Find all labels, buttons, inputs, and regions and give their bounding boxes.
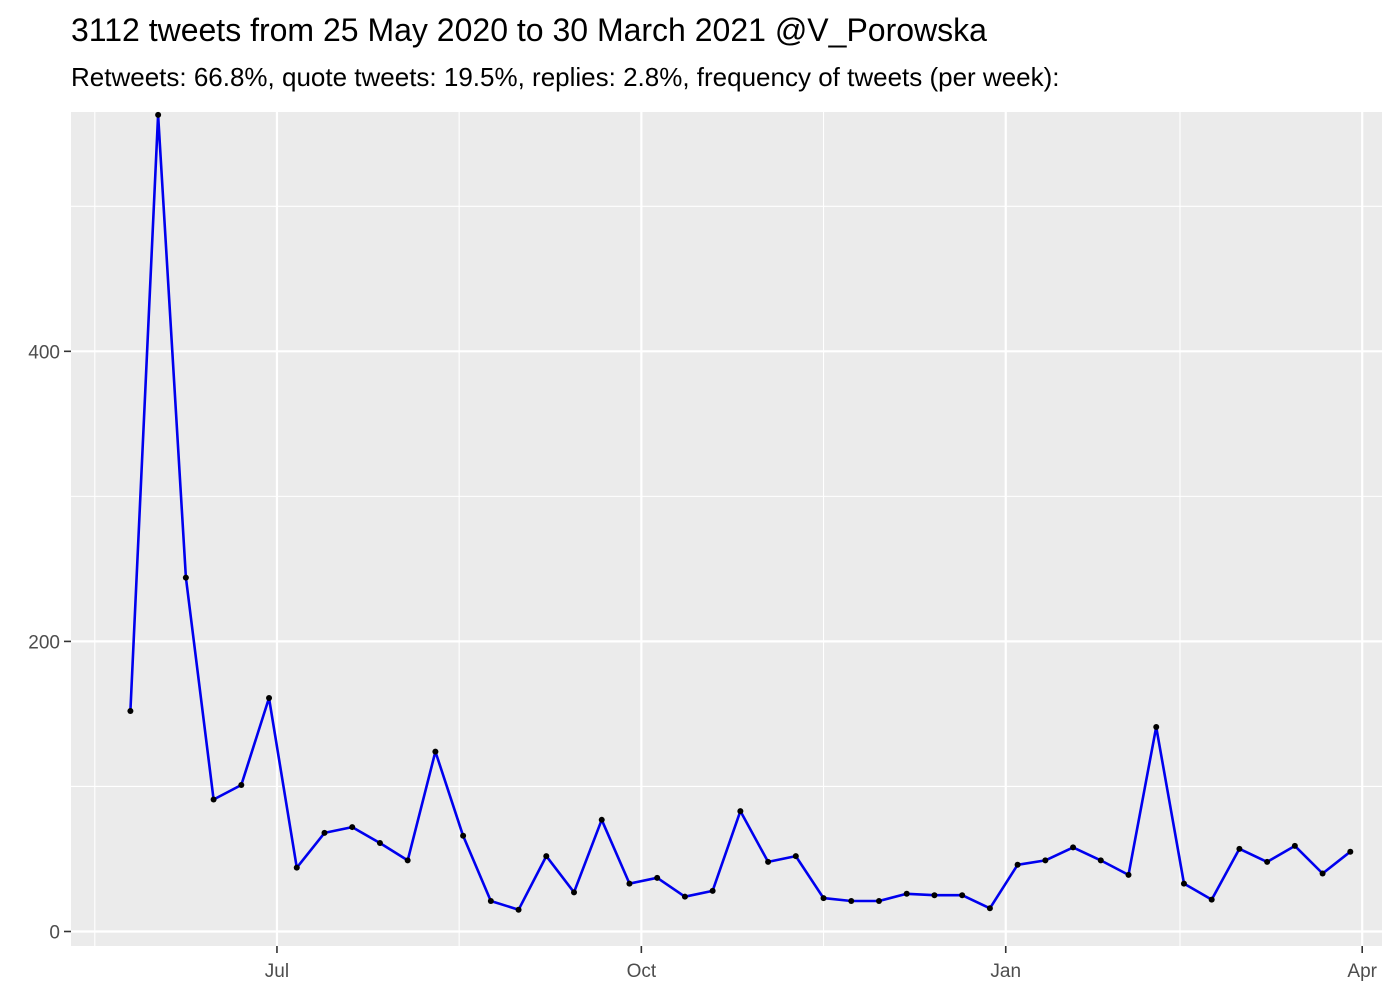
data-point <box>681 893 688 900</box>
data-point <box>709 887 716 894</box>
chart-subtitle: Retweets: 66.8%, quote tweets: 19.5%, re… <box>71 62 1060 92</box>
data-point <box>792 853 799 860</box>
data-point <box>598 816 605 823</box>
data-point <box>127 708 134 715</box>
data-point <box>737 808 744 815</box>
data-point <box>1014 861 1021 868</box>
data-point <box>1042 857 1049 864</box>
data-points <box>127 111 1354 913</box>
data-point <box>321 829 328 836</box>
data-point <box>571 889 578 896</box>
minor-gridlines <box>71 112 1382 946</box>
data-point <box>1125 871 1132 878</box>
x-tick-label: Jul <box>265 961 289 982</box>
data-point <box>1180 880 1187 887</box>
data-point <box>1097 857 1104 864</box>
x-axis: Jul Oct Jan Apr <box>265 946 1378 982</box>
y-tick-label: 400 <box>28 342 60 363</box>
data-point <box>376 840 383 847</box>
data-point <box>654 874 661 881</box>
data-point <box>487 898 494 905</box>
data-point <box>931 892 938 899</box>
data-point <box>210 796 217 803</box>
data-point <box>765 858 772 865</box>
data-point <box>1236 845 1243 852</box>
data-point <box>182 574 189 581</box>
y-tick-label: 0 <box>49 922 60 943</box>
x-tick-label: Oct <box>627 961 657 982</box>
data-point <box>848 898 855 905</box>
data-point <box>903 890 910 897</box>
data-point <box>515 906 522 913</box>
y-tick-label: 200 <box>28 632 60 653</box>
data-point <box>1291 842 1298 849</box>
major-gridlines <box>71 112 1382 946</box>
x-tick-label: Apr <box>1347 961 1377 982</box>
data-point <box>543 853 550 860</box>
y-axis: 0 200 400 <box>28 342 71 943</box>
plot-panel <box>71 112 1382 946</box>
x-tick-label: Jan <box>990 961 1021 982</box>
data-point <box>959 892 966 899</box>
data-point <box>432 748 439 755</box>
data-point <box>266 694 273 701</box>
data-point <box>1347 848 1354 855</box>
data-point <box>293 864 300 871</box>
chart-title: 3112 tweets from 25 May 2020 to 30 March… <box>71 12 987 48</box>
data-point <box>349 824 356 831</box>
data-point <box>986 905 993 912</box>
data-point <box>1264 858 1271 865</box>
data-point <box>1153 723 1160 730</box>
data-point <box>238 782 245 789</box>
data-point <box>155 111 162 118</box>
data-point <box>1208 896 1215 903</box>
data-point <box>875 898 882 905</box>
data-point <box>460 832 467 839</box>
data-point <box>1319 870 1326 877</box>
data-point <box>626 880 633 887</box>
data-point <box>404 857 411 864</box>
data-point <box>820 895 827 902</box>
data-point <box>1070 844 1077 851</box>
